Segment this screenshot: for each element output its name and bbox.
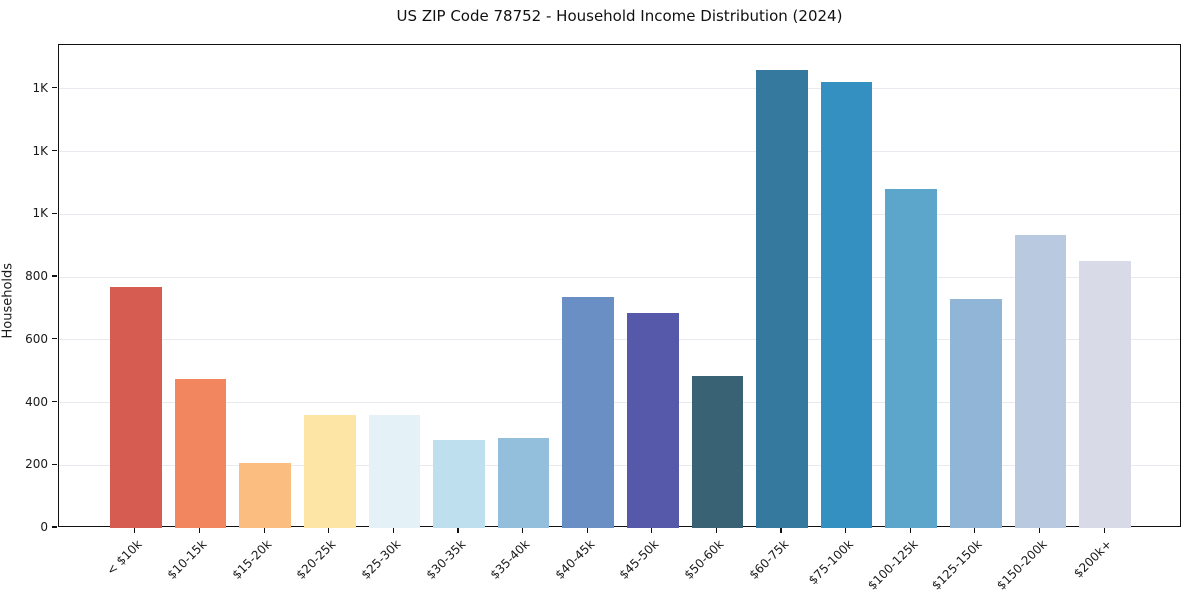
x-tick-label: $20-25k (293, 537, 339, 582)
x-tick-label: $40-45k (552, 537, 598, 582)
y-tick-mark (52, 400, 57, 403)
bar--45-50k (626, 313, 679, 528)
x-tick-label: $45-50k (616, 537, 662, 582)
x-tick-mark (521, 528, 524, 533)
bar--35-40k (497, 437, 550, 528)
y-tick-mark (52, 275, 57, 277)
x-tick-mark (780, 528, 782, 533)
x-tick-mark (651, 528, 653, 533)
x-tick-mark (198, 528, 201, 533)
y-tick-mark (52, 150, 57, 152)
bar--15-20k (239, 463, 291, 528)
bar--60-75k (756, 70, 808, 528)
bar--200k+ (1079, 261, 1131, 528)
y-tick-mark (52, 463, 57, 465)
x-tick-label: $200k+ (1070, 537, 1114, 581)
gridline (59, 151, 1180, 153)
gridline (59, 276, 1180, 278)
x-tick-mark (715, 528, 717, 533)
bar--50-60k (691, 375, 744, 528)
bar--30-35k (433, 440, 485, 528)
y-tick-label: 1K (32, 143, 48, 158)
x-tick-mark (974, 528, 976, 533)
x-tick-mark (586, 528, 588, 533)
x-tick-label: $150-200k (993, 537, 1050, 590)
gridline (59, 213, 1180, 215)
y-tick-mark (52, 338, 57, 340)
x-tick-mark (909, 528, 911, 533)
plot-area (58, 44, 1181, 528)
x-tick-label: $60-75k (746, 537, 791, 582)
x-tick-mark (392, 528, 394, 533)
bar--125-150k (950, 298, 1002, 528)
x-tick-mark (263, 528, 265, 533)
x-tick-mark (134, 528, 136, 533)
x-tick-label: $25-30k (358, 537, 404, 582)
y-tick-label: 0 (40, 520, 48, 534)
y-tick-mark (52, 526, 57, 528)
x-tick-mark (1103, 528, 1105, 533)
x-tick-label: $100-125k (864, 537, 921, 590)
x-tick-label: $125-150k (929, 537, 985, 590)
bar--25-30k (368, 414, 421, 528)
x-tick-label: $30-35k (422, 537, 468, 582)
chart-title: US ZIP Code 78752 - Household Income Dis… (396, 7, 843, 25)
y-tick-label: 200 (25, 457, 48, 472)
gridline (59, 339, 1180, 341)
x-tick-mark (457, 528, 459, 533)
y-tick-label: 800 (25, 269, 48, 284)
y-tick-label: 400 (25, 394, 48, 409)
y-tick-label: 600 (25, 331, 48, 346)
y-tick-label: 1K (32, 206, 48, 221)
x-tick-label: $50-60k (681, 537, 727, 582)
bar--10-15k (174, 378, 227, 528)
gridline (59, 464, 1180, 466)
x-tick-label: < $10k (103, 537, 145, 578)
bar--75-100k (820, 81, 873, 528)
x-tick-mark (328, 528, 330, 533)
y-tick-label: 1K (32, 80, 48, 95)
bar--150-200k (1014, 234, 1067, 528)
gridline (59, 402, 1180, 404)
x-tick-mark (1038, 528, 1041, 533)
gridline (59, 88, 1180, 90)
y-tick-mark (52, 87, 57, 89)
x-tick-label: $10-15k (164, 537, 210, 582)
bar--20-25k (303, 415, 356, 528)
x-tick-label: $35-40k (487, 537, 533, 582)
x-tick-label: $75-100k (805, 537, 856, 588)
x-tick-mark (845, 528, 847, 533)
bar--100-125k (885, 188, 938, 528)
bar--10k (110, 286, 162, 528)
y-tick-mark (52, 212, 57, 214)
bar--40-45k (562, 296, 615, 528)
x-tick-label: $15-20k (229, 537, 275, 582)
